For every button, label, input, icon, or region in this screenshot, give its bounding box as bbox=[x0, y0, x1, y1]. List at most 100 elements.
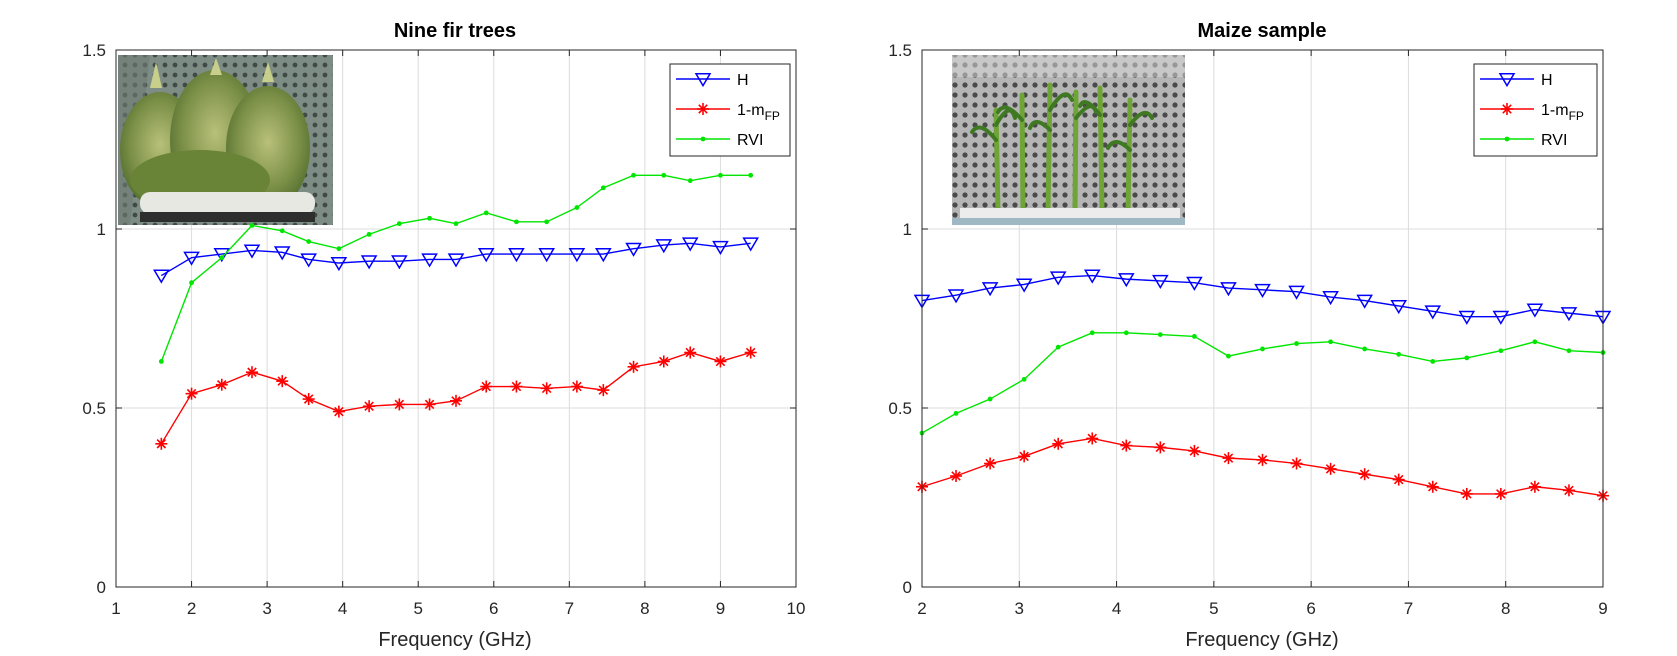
data-point-one_minus_mfp bbox=[1426, 480, 1439, 493]
x-tick-label: 2 bbox=[917, 599, 926, 618]
data-point-RVI bbox=[600, 185, 606, 191]
data-point-RVI bbox=[514, 219, 519, 225]
legend-label: 1-mFP bbox=[1541, 102, 1584, 123]
data-point-RVI bbox=[306, 239, 312, 244]
data-point-H bbox=[655, 239, 673, 254]
data-point-H bbox=[183, 251, 200, 266]
data-point-H bbox=[508, 248, 525, 263]
x-tick-label: 7 bbox=[565, 599, 574, 618]
data-point-one_minus_mfp bbox=[332, 405, 345, 418]
axes-box bbox=[921, 49, 1604, 588]
data-point-H bbox=[1424, 305, 1442, 320]
data-point-RVI bbox=[336, 246, 342, 252]
left-panel: Nine fir trees 1 2 3 4 5 6 7 8 9 10 0 0.5 1 1.5 Frequ… bbox=[82, 20, 805, 651]
data-point-one_minus_mfp bbox=[1052, 437, 1065, 450]
x-tick-label: 6 bbox=[1306, 599, 1315, 618]
series bbox=[913, 269, 1612, 502]
legend-marker bbox=[694, 73, 712, 88]
data-point-RVI bbox=[953, 410, 959, 416]
data-point-RVI bbox=[748, 172, 754, 178]
legend-marker bbox=[1501, 103, 1513, 115]
y-tick-label: 0 bbox=[97, 578, 106, 597]
data-point-H bbox=[1560, 307, 1578, 322]
data-point-RVI bbox=[1260, 346, 1265, 352]
y-tick-label: 1 bbox=[903, 220, 912, 239]
data-point-H bbox=[568, 248, 586, 263]
data-point-H bbox=[330, 257, 348, 272]
data-point-one_minus_mfp bbox=[480, 380, 493, 393]
data-point-one_minus_mfp bbox=[215, 378, 228, 391]
right-panel: Maize sample bbox=[888, 20, 1612, 651]
data-point-H bbox=[1288, 285, 1305, 300]
data-point-one_minus_mfp bbox=[423, 398, 436, 411]
data-point-H bbox=[1526, 303, 1544, 318]
chart-title: Maize sample bbox=[1198, 20, 1327, 42]
data-point-H bbox=[1322, 291, 1339, 306]
data-point-H bbox=[1152, 274, 1169, 290]
data-point-one_minus_mfp bbox=[1290, 457, 1303, 470]
data-point-RVI bbox=[1532, 339, 1538, 345]
data-point-one_minus_mfp bbox=[570, 380, 583, 393]
legend-label: 1-mFP bbox=[737, 102, 780, 123]
data-point-RVI bbox=[718, 172, 723, 178]
legend-label: RVI bbox=[1541, 132, 1567, 149]
data-point-H bbox=[477, 248, 495, 263]
data-point-one_minus_mfp bbox=[597, 384, 610, 397]
legend-label: H bbox=[1541, 72, 1553, 89]
data-point-RVI bbox=[1430, 359, 1436, 364]
x-tick-label: 8 bbox=[1501, 599, 1510, 618]
data-point-H bbox=[1458, 310, 1476, 325]
legend: H 1-mFP RVI bbox=[1473, 63, 1598, 157]
data-point-RVI bbox=[158, 359, 164, 364]
data-point-RVI bbox=[1226, 353, 1231, 359]
x-tick-label: 3 bbox=[1015, 599, 1024, 618]
legend-label: RVI bbox=[737, 132, 763, 149]
data-point-RVI bbox=[687, 178, 693, 184]
data-point-H bbox=[421, 253, 438, 268]
data-point-H bbox=[1117, 273, 1135, 288]
data-point-one_minus_mfp bbox=[155, 437, 168, 450]
x-tick-label: 9 bbox=[1598, 599, 1607, 618]
data-point-H bbox=[1049, 271, 1067, 286]
data-point-one_minus_mfp bbox=[1392, 473, 1405, 486]
x-tick-label: 5 bbox=[413, 599, 422, 618]
legend-item-H: H bbox=[676, 72, 749, 89]
data-point-one_minus_mfp bbox=[510, 380, 523, 393]
data-point-RVI bbox=[1396, 351, 1402, 357]
data-point-one_minus_mfp bbox=[1494, 487, 1507, 500]
series-line-one_minus_mfp bbox=[921, 437, 1604, 497]
x-tick-label: 7 bbox=[1404, 599, 1413, 618]
data-point-one_minus_mfp bbox=[1018, 450, 1031, 463]
data-point-RVI bbox=[1464, 355, 1470, 361]
data-point-H bbox=[243, 244, 261, 259]
data-point-one_minus_mfp bbox=[450, 394, 462, 407]
data-point-H bbox=[595, 248, 612, 263]
series-line-H bbox=[160, 242, 751, 277]
legend-label: H bbox=[737, 72, 749, 89]
data-point-H bbox=[300, 253, 317, 268]
data-point-one_minus_mfp bbox=[1460, 487, 1473, 500]
data-point-H bbox=[947, 289, 965, 304]
y-tick-label: 1.5 bbox=[888, 41, 912, 60]
data-point-one_minus_mfp bbox=[1562, 484, 1575, 497]
data-point-RVI bbox=[189, 280, 194, 286]
data-point-one_minus_mfp bbox=[185, 387, 198, 400]
data-point-one_minus_mfp bbox=[744, 346, 757, 359]
data-point-one_minus_mfp bbox=[1528, 480, 1541, 493]
data-point-RVI bbox=[366, 231, 372, 237]
x-tick-label: 1 bbox=[111, 599, 120, 618]
legend: H 1-mFP RVI bbox=[669, 63, 791, 157]
data-point-H bbox=[981, 282, 999, 297]
data-point-one_minus_mfp bbox=[363, 400, 376, 413]
data-point-RVI bbox=[1192, 334, 1197, 339]
data-point-one_minus_mfp bbox=[1256, 453, 1269, 466]
data-point-RVI bbox=[453, 221, 459, 227]
data-point-H bbox=[538, 248, 555, 263]
legend-marker bbox=[697, 103, 709, 115]
data-point-RVI bbox=[1362, 346, 1368, 352]
data-point-one_minus_mfp bbox=[1154, 441, 1167, 454]
data-point-RVI bbox=[1055, 344, 1061, 350]
data-point-H bbox=[153, 269, 170, 284]
data-point-one_minus_mfp bbox=[684, 346, 697, 359]
data-point-H bbox=[1390, 299, 1408, 315]
